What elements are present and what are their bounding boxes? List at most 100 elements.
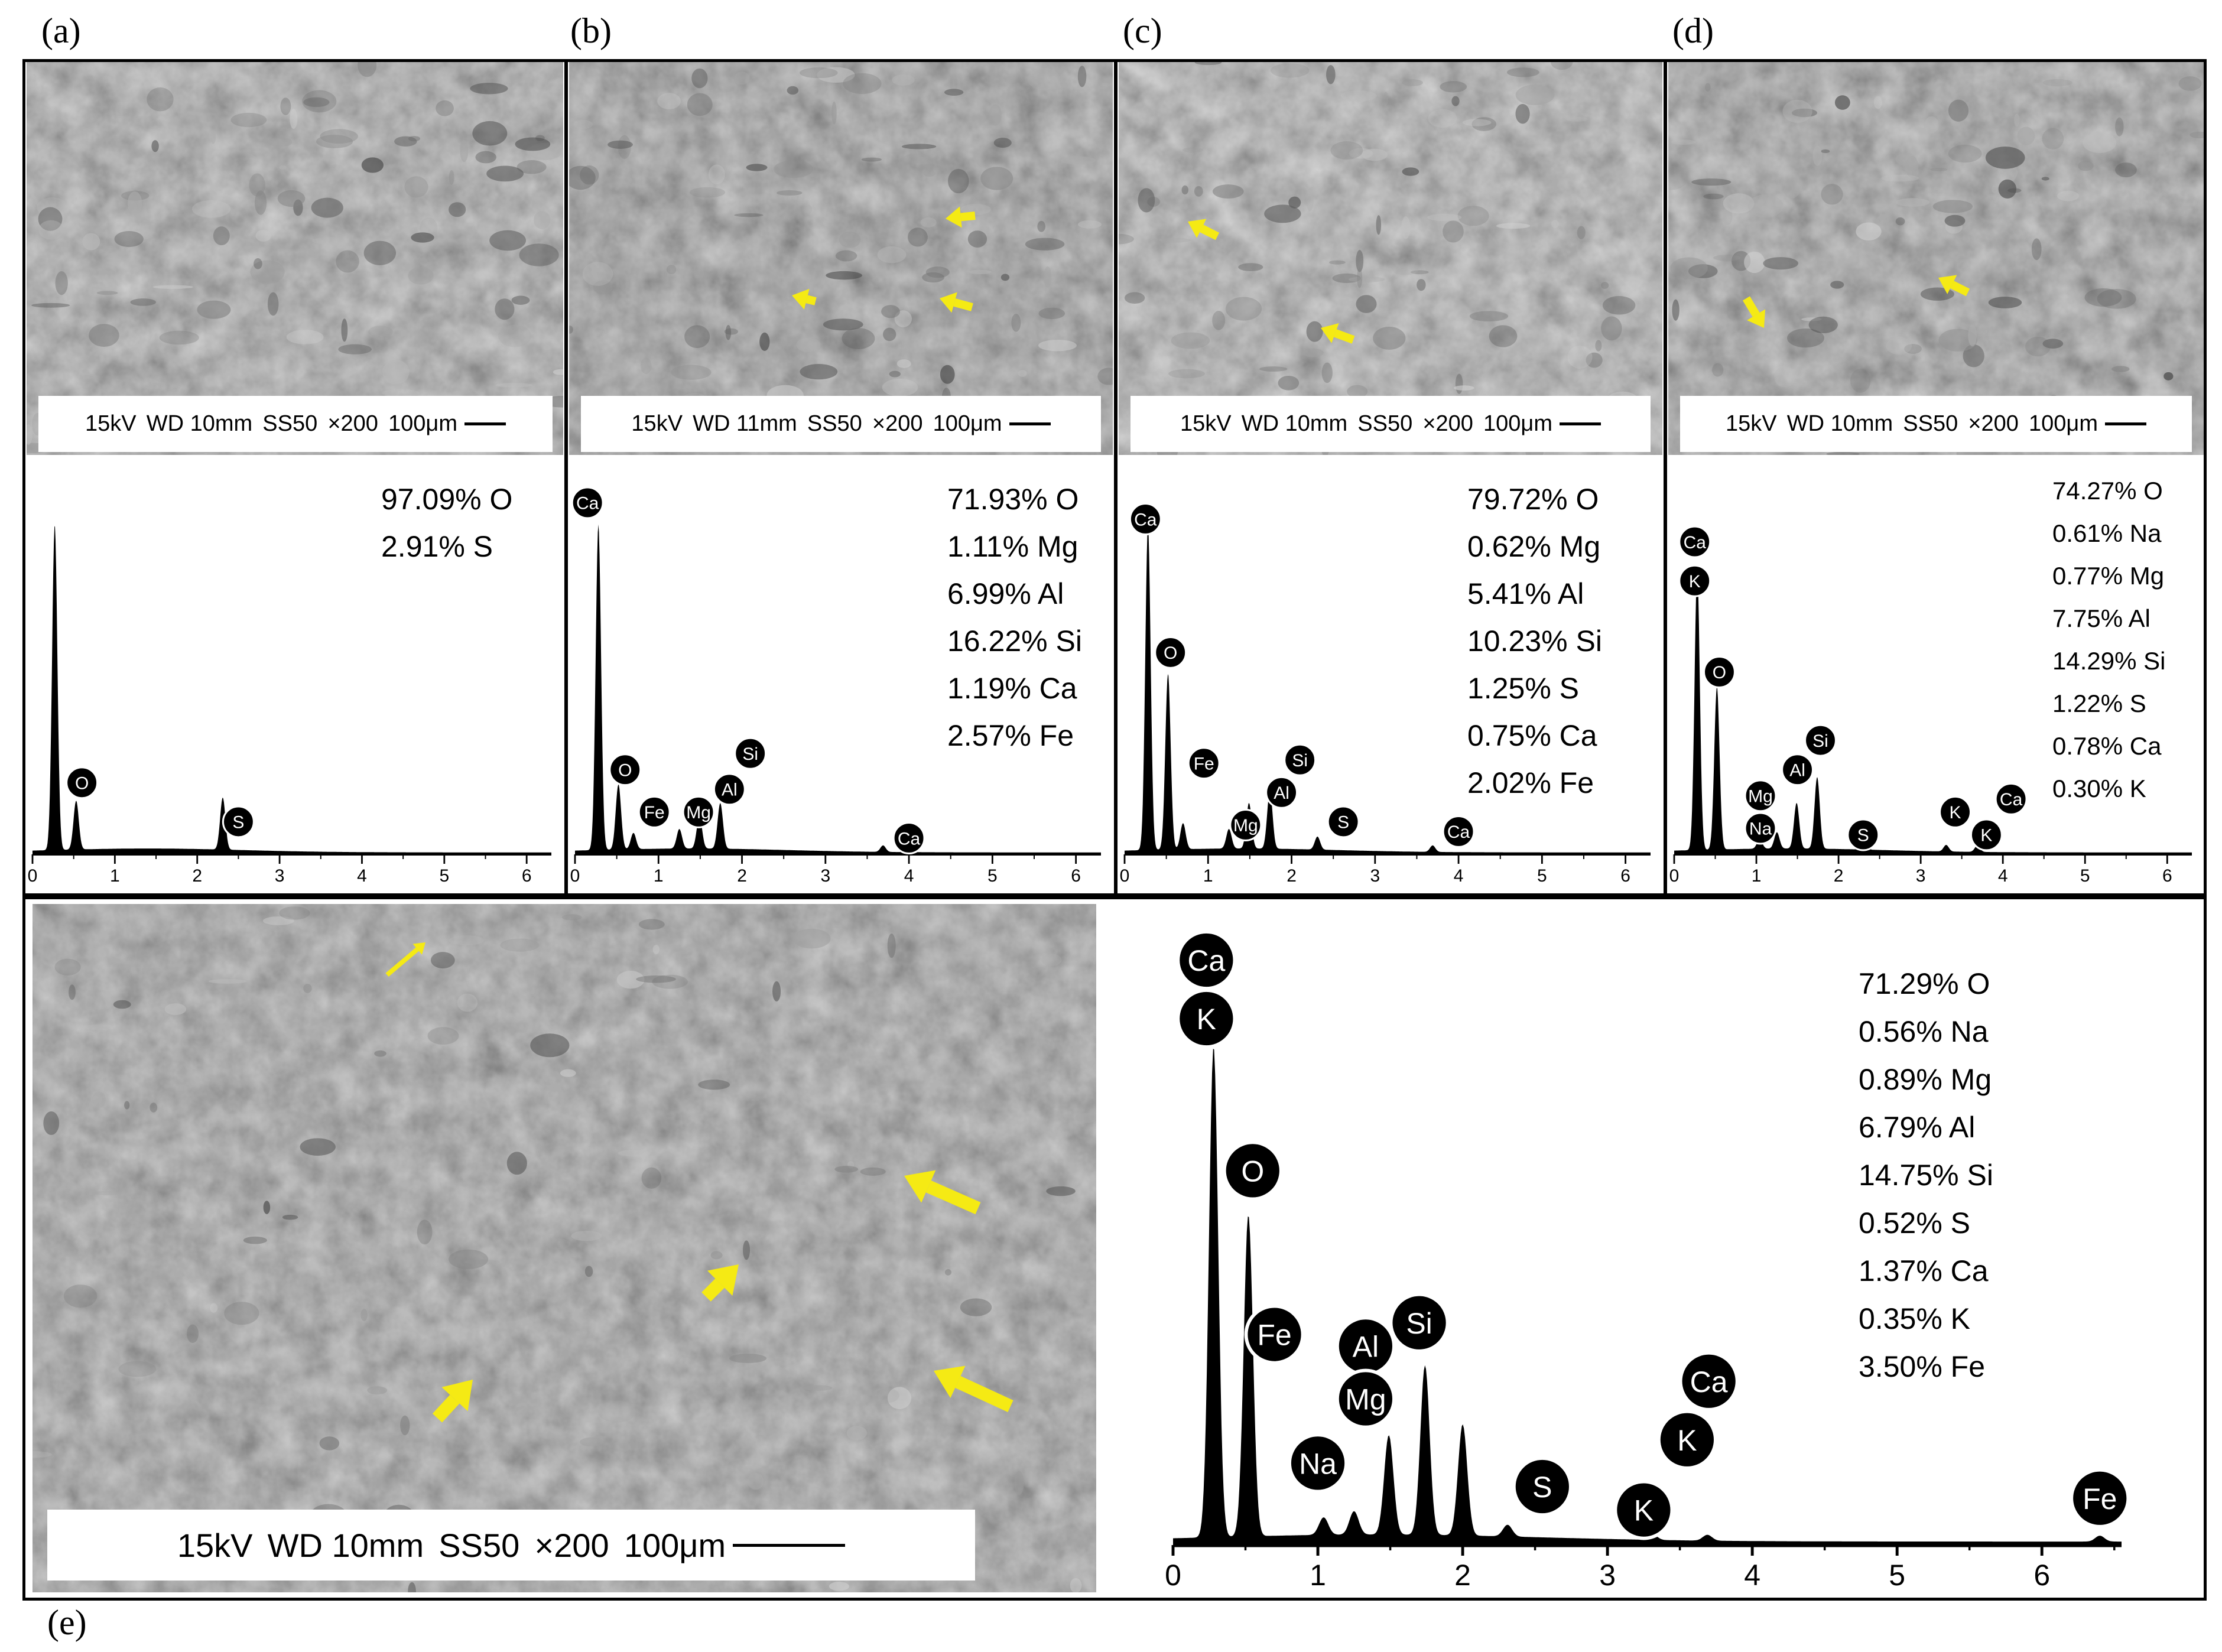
sem-caption-wd: WD 10mm [1786, 411, 1893, 436]
svg-text:K: K [1197, 1003, 1216, 1036]
element-label-al: Al [1265, 776, 1298, 809]
x-tick-label: 6 [1071, 866, 1081, 886]
x-tick-label: 0 [570, 866, 580, 886]
composition-item: 1.19% Ca [947, 672, 1077, 705]
element-label-k: K [1938, 795, 1972, 828]
svg-text:Ca: Ca [2000, 790, 2023, 809]
element-label-k: K [1657, 1409, 1717, 1470]
sem-caption-ss: SS50 [438, 1526, 520, 1564]
element-label-s: S [222, 805, 255, 838]
composition-item: 14.29% Si [2052, 647, 2166, 675]
panel-b: 15kV WD 11mm SS50 ×200 100μm 0 1 2 3 4 5 6 Ca O Fe Mg Al… [569, 62, 1113, 893]
svg-text:O: O [1241, 1155, 1264, 1188]
svg-text:S: S [232, 813, 244, 832]
composition-item: 74.27% O [2052, 477, 2163, 505]
sem-micrograph [1119, 62, 1662, 455]
svg-text:Ca: Ca [1134, 510, 1157, 529]
svg-text:Mg: Mg [686, 803, 711, 822]
element-label-o: O [66, 766, 99, 799]
svg-text:Fe: Fe [644, 803, 665, 822]
x-tick-label: 3 [1599, 1559, 1616, 1592]
sem-caption-mag: ×200 [327, 411, 378, 436]
feature-arrow-icon [1938, 275, 1970, 297]
x-tick-label: 2 [1287, 866, 1297, 886]
composition-item: 71.29% O [1859, 967, 1990, 1000]
sem-caption-kv: 15kV [1726, 411, 1777, 436]
x-tick-label: 3 [820, 866, 830, 886]
element-label-al: Al [1781, 753, 1814, 786]
sem-caption-mag: ×200 [872, 411, 923, 436]
x-tick-label: 3 [275, 866, 285, 886]
x-tick-label: 4 [1744, 1559, 1760, 1592]
sem-caption-scale: 100μm [933, 411, 1002, 436]
element-label-mg: Mg [1336, 1368, 1396, 1429]
element-label-mg: Mg [1744, 779, 1777, 812]
element-label-na: Na [1288, 1433, 1348, 1494]
element-label-ca: Ca [1129, 502, 1162, 536]
svg-text:Ca: Ca [576, 494, 599, 513]
panel-c: 15kV WD 10mm SS50 ×200 100μm 0 1 2 3 4 5 6 Ca O Fe Si Al… [1119, 62, 1662, 893]
svg-text:Ca: Ca [1187, 944, 1225, 977]
element-label-ca: Ca [1994, 782, 2028, 815]
element-label-k: K [1970, 818, 2003, 851]
svg-text:Mg: Mg [1345, 1383, 1386, 1416]
x-tick-label: 3 [1370, 866, 1380, 886]
sem-caption-ss: SS50 [262, 411, 318, 436]
scale-bar [2104, 422, 2146, 425]
svg-text:O: O [1164, 643, 1177, 663]
composition-item: 0.78% Ca [2052, 732, 2162, 760]
x-tick-label: 1 [1310, 1559, 1326, 1592]
x-tick-label: 1 [110, 866, 120, 886]
sem-caption-ss: SS50 [1903, 411, 1958, 436]
panel-e-sem-image: 15kV WD 10mm SS50 ×200 100μm [33, 904, 1096, 1592]
feature-arrow-icon [792, 288, 817, 310]
sem-caption-mag: ×200 [534, 1526, 609, 1564]
x-tick-label: 4 [357, 866, 367, 886]
composition-item: 71.93% O [947, 483, 1079, 516]
sem-micrograph [569, 62, 1113, 455]
panel-label-a: (a) [41, 11, 81, 50]
element-label-o: O [609, 753, 642, 786]
sem-caption-kv: 15kV [631, 411, 683, 436]
feature-arrow-icon [904, 1170, 981, 1215]
feature-arrow-icon [701, 1264, 739, 1302]
svg-text:Al: Al [1274, 783, 1289, 803]
x-tick-label: 3 [1916, 866, 1926, 886]
composition-item: 16.22% Si [947, 625, 1082, 658]
svg-text:Fe: Fe [1194, 755, 1214, 774]
x-tick-label: 5 [2080, 866, 2090, 886]
x-tick-label: 1 [654, 866, 664, 886]
composition-item: 7.75% Al [2052, 604, 2150, 632]
eds-spectrum-chart: 0 1 2 3 4 5 6 Ca K O Fe Na Al Mg Si S K K Ca Fe [1165, 930, 2130, 1592]
svg-text:S: S [1337, 813, 1349, 832]
feature-arrow-icon [934, 1365, 1013, 1412]
feature-arrow-icon [1742, 296, 1766, 328]
element-label-mg: Mg [682, 795, 715, 828]
composition-list: 79.72% O 0.62% Mg 5.41% Al 10.23% Si 1.25% S… [1467, 476, 1602, 807]
composition-item: 0.75% Ca [1467, 719, 1597, 752]
panel-divider [1664, 59, 1667, 896]
composition-item: 5.41% Al [1467, 577, 1584, 610]
svg-text:Ca: Ca [1447, 822, 1470, 842]
sem-caption-mag: ×200 [1422, 411, 1473, 436]
element-label-si: Si [734, 737, 767, 770]
sem-caption-kv: 15kV [1180, 411, 1232, 436]
svg-text:K: K [1689, 572, 1701, 591]
element-label-na: Na [1744, 812, 1777, 845]
sem-caption-wd: WD 10mm [267, 1526, 424, 1564]
element-label-al: Al [713, 773, 746, 806]
sem-caption-bar: 15kV WD 10mm SS50 ×200 100μm [1131, 396, 1651, 452]
sem-caption-wd: WD 11mm [693, 411, 797, 436]
element-label-fe: Fe [638, 795, 671, 828]
element-label-mg: Mg [1229, 808, 1262, 841]
x-tick-label: 6 [1620, 866, 1630, 886]
x-tick-label: 0 [28, 866, 38, 886]
svg-text:K: K [1980, 826, 1992, 845]
panel-divider [564, 59, 568, 896]
feature-arrow-icon [1188, 219, 1220, 240]
x-tick-label: 0 [1120, 866, 1130, 886]
element-label-ca: Ca [1442, 815, 1475, 848]
composition-item: 0.62% Mg [1467, 530, 1601, 563]
composition-item: 3.50% Fe [1859, 1350, 1986, 1383]
